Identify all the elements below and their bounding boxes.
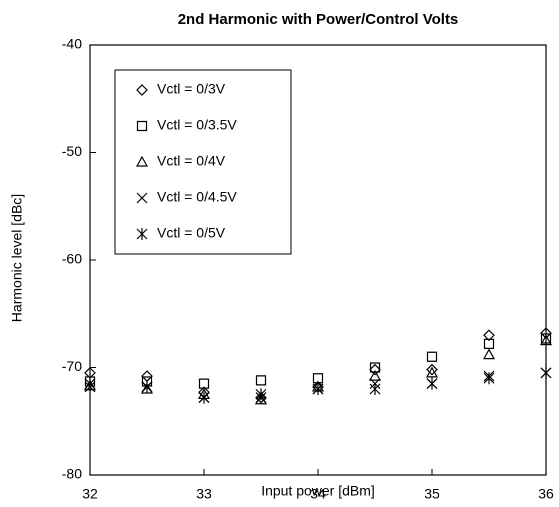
y-tick-label: -60	[62, 251, 82, 267]
marker	[141, 380, 153, 393]
marker-shape	[136, 192, 148, 204]
marker-shape	[426, 377, 438, 390]
marker-shape	[136, 120, 148, 132]
marker-shape	[255, 388, 267, 401]
marker-shape	[255, 375, 267, 386]
y-tick-label: -40	[62, 36, 82, 52]
marker	[426, 351, 438, 362]
marker	[539, 334, 553, 346]
marker-shape	[255, 391, 267, 404]
marker-shape	[482, 348, 496, 360]
marker	[255, 375, 267, 386]
marker-shape	[83, 379, 97, 391]
x-tick-label: 33	[196, 486, 212, 502]
marker-shape	[141, 370, 153, 382]
x-tick-label: 32	[82, 486, 98, 502]
marker-shape	[369, 363, 381, 376]
legend-label: Vctl = 0/4V	[157, 153, 226, 169]
marker	[136, 84, 148, 96]
marker	[136, 120, 148, 132]
marker	[198, 391, 210, 404]
x-axis-label: Input power [dBm]	[261, 483, 375, 499]
legend-label: Vctl = 0/3.5V	[157, 117, 237, 133]
marker	[482, 348, 496, 360]
x-tick-label: 34	[310, 486, 326, 502]
marker-shape	[426, 363, 438, 376]
marker	[140, 382, 154, 394]
marker-shape	[483, 338, 495, 349]
marker-shape	[136, 84, 148, 96]
marker-shape	[136, 228, 148, 240]
marker-shape	[369, 362, 381, 373]
y-axis-label: Harmonic level [dBc]	[9, 194, 25, 322]
marker-shape	[426, 351, 438, 362]
marker	[255, 391, 267, 404]
y-tick-label: -80	[62, 466, 82, 482]
y-tick-label: -50	[62, 143, 82, 159]
marker	[426, 377, 438, 390]
marker	[425, 366, 439, 378]
marker-shape	[425, 366, 439, 378]
marker	[254, 393, 268, 405]
marker	[540, 366, 552, 379]
legend-label: Vctl = 0/5V	[157, 225, 226, 241]
marker-shape	[540, 327, 552, 339]
x-tick-label: 35	[424, 486, 440, 502]
marker-shape	[368, 369, 382, 381]
marker	[426, 363, 438, 376]
marker	[369, 363, 381, 376]
marker-shape	[312, 383, 324, 395]
legend-label: Vctl = 0/3V	[157, 81, 226, 97]
marker-shape	[84, 377, 96, 390]
marker-shape	[141, 380, 153, 393]
chart-title: 2nd Harmonic with Power/Control Volts	[178, 11, 459, 28]
marker	[136, 228, 148, 240]
marker	[312, 383, 324, 395]
marker	[255, 388, 267, 401]
marker	[540, 327, 552, 339]
marker	[483, 338, 495, 349]
marker	[312, 373, 324, 384]
marker-shape	[140, 382, 154, 394]
marker-shape	[254, 393, 268, 405]
marker	[141, 370, 153, 382]
x-tick-label: 36	[538, 486, 554, 502]
marker-shape	[539, 334, 553, 346]
marker	[483, 372, 495, 385]
marker-shape	[483, 329, 495, 342]
marker-shape	[369, 383, 381, 395]
marker-shape	[135, 155, 149, 167]
marker-shape	[198, 378, 210, 389]
marker	[135, 155, 149, 167]
marker	[136, 192, 148, 204]
marker-shape	[540, 366, 552, 379]
marker	[368, 369, 382, 381]
marker-shape	[198, 391, 210, 404]
marker	[369, 383, 381, 395]
marker	[83, 379, 97, 391]
marker	[84, 377, 96, 390]
marker	[198, 378, 210, 389]
marker-shape	[483, 372, 495, 385]
marker	[483, 329, 495, 342]
marker	[369, 362, 381, 373]
marker-shape	[312, 373, 324, 384]
y-tick-label: -70	[62, 358, 82, 374]
legend-label: Vctl = 0/4.5V	[157, 189, 237, 205]
